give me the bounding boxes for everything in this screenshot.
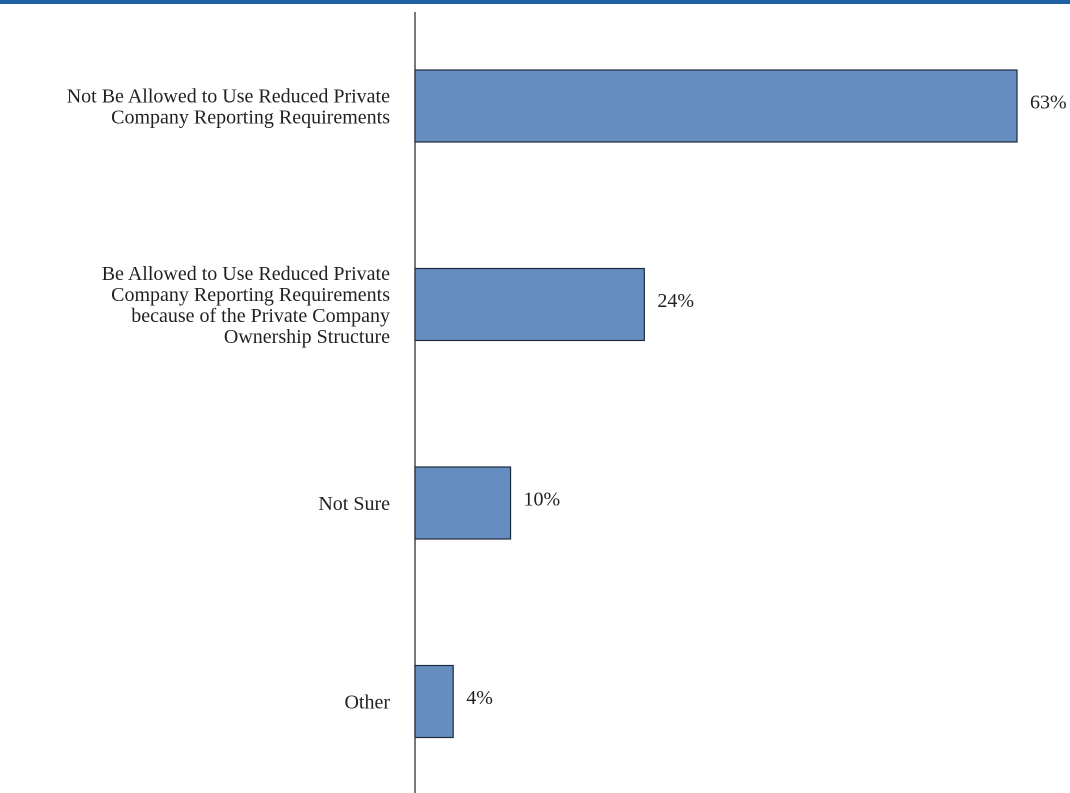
- category-labels: Not Be Allowed to Use Reduced Private Com…: [67, 86, 391, 714]
- bar: [414, 466, 512, 540]
- bar: [414, 664, 454, 739]
- bar-value-label: 4%: [466, 687, 493, 709]
- category-label-line: Not Sure: [318, 493, 390, 515]
- value-labels: 63% 24% 10% 4%: [466, 92, 1066, 710]
- category-label-line: Not Be Allowed to Use Reduced Private: [67, 86, 390, 108]
- category-label-line: Be Allowed to Use Reduced Private: [102, 263, 390, 285]
- category-label: Not Be Allowed to Use Reduced Private Com…: [67, 86, 390, 129]
- bar: [414, 69, 1018, 143]
- top-rule: [0, 0, 1070, 4]
- category-label: Not Sure: [318, 493, 390, 515]
- category-label-line: Ownership Structure: [224, 326, 390, 348]
- category-label-line: Other: [344, 692, 390, 714]
- bars: [414, 69, 1018, 739]
- category-label-line: because of the Private Company: [131, 305, 390, 327]
- bar-value-label: 63%: [1030, 92, 1067, 114]
- category-label-line: Company Reporting Requirements: [111, 284, 390, 306]
- category-label: Be Allowed to Use Reduced Private Company…: [102, 263, 390, 348]
- bar-value-label: 24%: [657, 290, 694, 312]
- bar: [414, 267, 645, 342]
- bar-value-label: 10%: [524, 489, 561, 511]
- category-label: Other: [344, 692, 390, 714]
- category-label-line: Company Reporting Requirements: [111, 107, 390, 129]
